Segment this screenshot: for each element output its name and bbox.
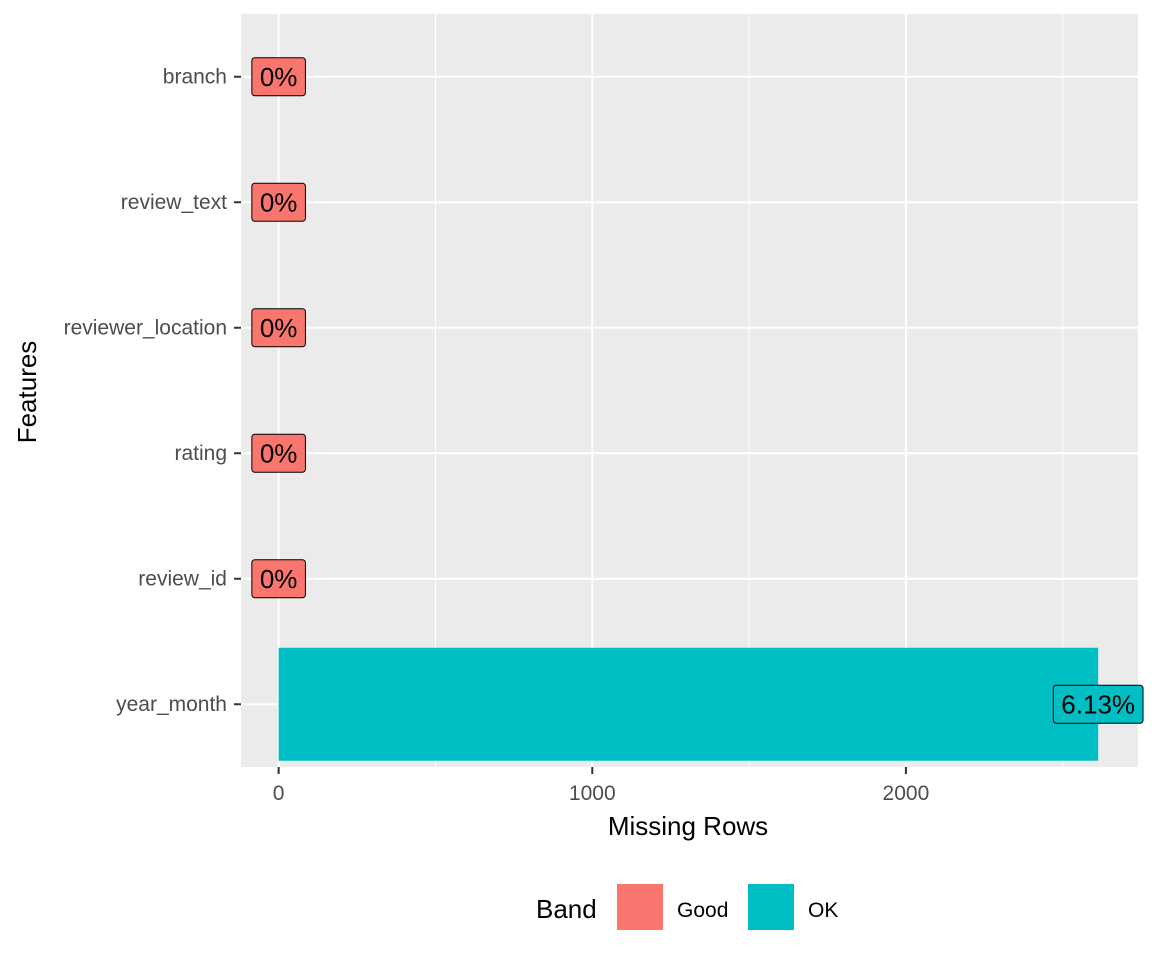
bar-label-text: 0% bbox=[260, 62, 298, 92]
x-axis-title: Missing Rows bbox=[608, 811, 768, 841]
bar-label-box bbox=[251, 559, 306, 599]
bar-label-box bbox=[251, 308, 306, 348]
legend: Band Good OK bbox=[536, 884, 838, 930]
bar-label-branch: 0% bbox=[251, 57, 306, 97]
x-tick-label: 0 bbox=[273, 782, 285, 805]
bar-label-text: 0% bbox=[260, 438, 298, 468]
bars bbox=[278, 647, 1099, 761]
y-tick-label: branch bbox=[163, 65, 227, 88]
bar-label-box bbox=[1052, 684, 1144, 724]
minor-gridlines bbox=[434, 14, 1064, 767]
bar-label-box bbox=[251, 433, 306, 473]
y-tick-label: reviewer_location bbox=[64, 316, 227, 339]
bar-label-year_month: 6.13% bbox=[1052, 684, 1144, 724]
bar-label-review_text: 0% bbox=[251, 182, 306, 222]
y-tick-label: review_id bbox=[138, 567, 227, 590]
y-axis-title: Features bbox=[12, 341, 42, 444]
bar-label-box bbox=[251, 182, 306, 222]
legend-swatch-good bbox=[617, 884, 663, 930]
bar-label-text: 0% bbox=[260, 564, 298, 594]
plot-panel bbox=[241, 14, 1138, 767]
y-tick-label: rating bbox=[174, 442, 227, 465]
bar-label-review_id: 0% bbox=[251, 559, 306, 599]
legend-label-good: Good bbox=[677, 899, 728, 922]
legend-swatch-ok bbox=[748, 884, 794, 930]
legend-title: Band bbox=[536, 894, 597, 924]
bar-label-text: 0% bbox=[260, 313, 298, 343]
bar-labels: 0% 0% 0% 0% 0% 6.13% bbox=[251, 57, 1144, 724]
x-tick-label: 1000 bbox=[569, 782, 616, 805]
x-axis: 0 1000 2000 bbox=[273, 767, 929, 805]
bar-label-rating: 0% bbox=[251, 433, 306, 473]
bar-year_month bbox=[278, 647, 1099, 761]
bar-label-text: 0% bbox=[260, 187, 298, 217]
bar-label-text: 6.13% bbox=[1061, 689, 1135, 719]
x-tick-label: 2000 bbox=[883, 782, 930, 805]
legend-label-ok: OK bbox=[808, 899, 838, 922]
y-tick-label: year_month bbox=[116, 693, 227, 716]
bar-label-box bbox=[251, 57, 306, 97]
bar-label-reviewer_location: 0% bbox=[251, 308, 306, 348]
y-tick-label: review_text bbox=[121, 191, 227, 214]
y-axis: branch review_text reviewer_locationrating… bbox=[64, 65, 241, 716]
